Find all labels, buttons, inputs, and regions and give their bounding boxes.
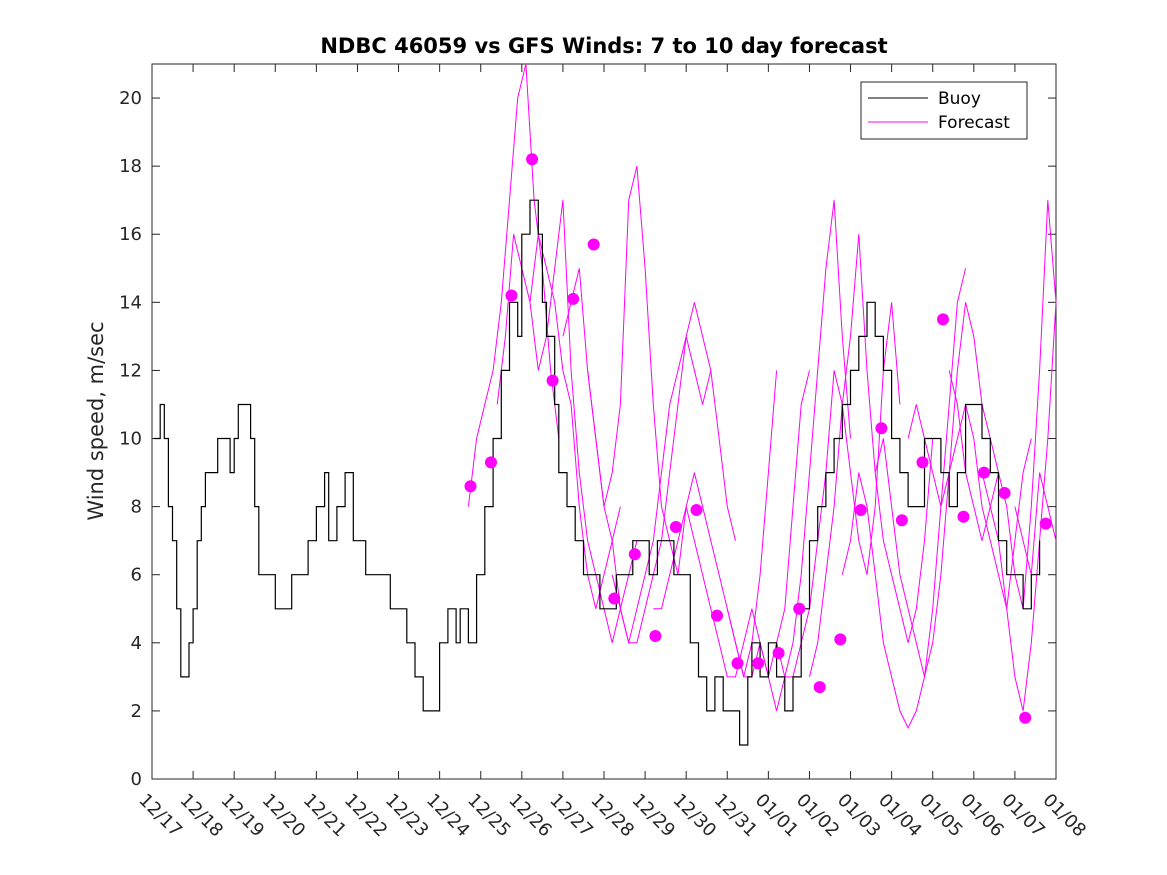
legend-forecast-label: Forecast <box>938 113 1010 133</box>
forecast-line <box>1014 472 1057 575</box>
forecast-line <box>841 268 967 730</box>
forecast-marker <box>793 602 806 615</box>
y-tick-label: 10 <box>119 429 142 450</box>
forecast-line <box>874 302 999 678</box>
forecast-marker <box>505 289 518 302</box>
forecast-marker <box>895 514 908 527</box>
forecast-marker <box>731 657 744 670</box>
forecast-line <box>562 165 687 575</box>
y-tick-label: 20 <box>119 88 142 109</box>
legend-buoy-label: Buoy <box>938 89 981 109</box>
y-axis-label: Wind speed, m/sec <box>84 321 108 520</box>
y-tick-label: 16 <box>119 224 142 245</box>
forecast-marker <box>772 647 785 659</box>
forecast-marker <box>628 548 641 561</box>
forecast-marker <box>937 313 949 326</box>
y-tick-label: 0 <box>131 769 142 790</box>
y-tick-label: 14 <box>119 292 142 313</box>
buoy-line <box>154 199 1041 746</box>
axes-box <box>151 63 1057 780</box>
forecast-line <box>467 63 560 507</box>
forecast-line <box>611 302 736 644</box>
y-tick-label: 12 <box>119 360 142 381</box>
forecast-marker <box>978 466 991 479</box>
forecast-marker <box>752 657 765 670</box>
forecast-marker <box>1019 711 1032 724</box>
forecast-marker <box>711 609 723 622</box>
forecast-marker <box>669 521 682 533</box>
forecast-marker <box>875 422 888 435</box>
forecast-marker <box>916 456 929 469</box>
y-tick-label: 6 <box>131 565 142 586</box>
forecast-marker <box>813 681 826 694</box>
forecast-line <box>529 200 638 643</box>
forecast-marker <box>464 480 477 493</box>
chart-title: NDBC 46059 vs GFS Winds: 7 to 10 day for… <box>320 34 887 58</box>
legend: Buoy Forecast <box>860 81 1028 140</box>
forecast-marker <box>690 504 703 516</box>
forecast-marker <box>1039 517 1052 530</box>
forecast-marker <box>649 630 662 642</box>
forecast-marker <box>526 153 539 166</box>
y-tick-label: 18 <box>119 156 142 177</box>
y-tick-label: 4 <box>131 633 142 654</box>
forecast-line <box>776 302 901 678</box>
forecast-marker <box>546 374 559 387</box>
legend-box <box>860 81 1028 140</box>
forecast-marker <box>854 504 867 516</box>
forecast-marker <box>957 510 970 523</box>
forecast-line <box>685 370 810 678</box>
forecast-marker <box>587 238 600 251</box>
plot-area: 0246810121416182012/1712/1812/1912/2012/… <box>119 63 1090 841</box>
y-tick-label: 2 <box>131 701 142 722</box>
forecast-marker <box>834 633 847 646</box>
forecast-marker <box>998 487 1011 499</box>
forecast-marker <box>608 592 621 605</box>
forecast-marker <box>485 456 497 469</box>
y-tick-label: 8 <box>131 497 142 518</box>
forecast-marker <box>567 292 580 305</box>
